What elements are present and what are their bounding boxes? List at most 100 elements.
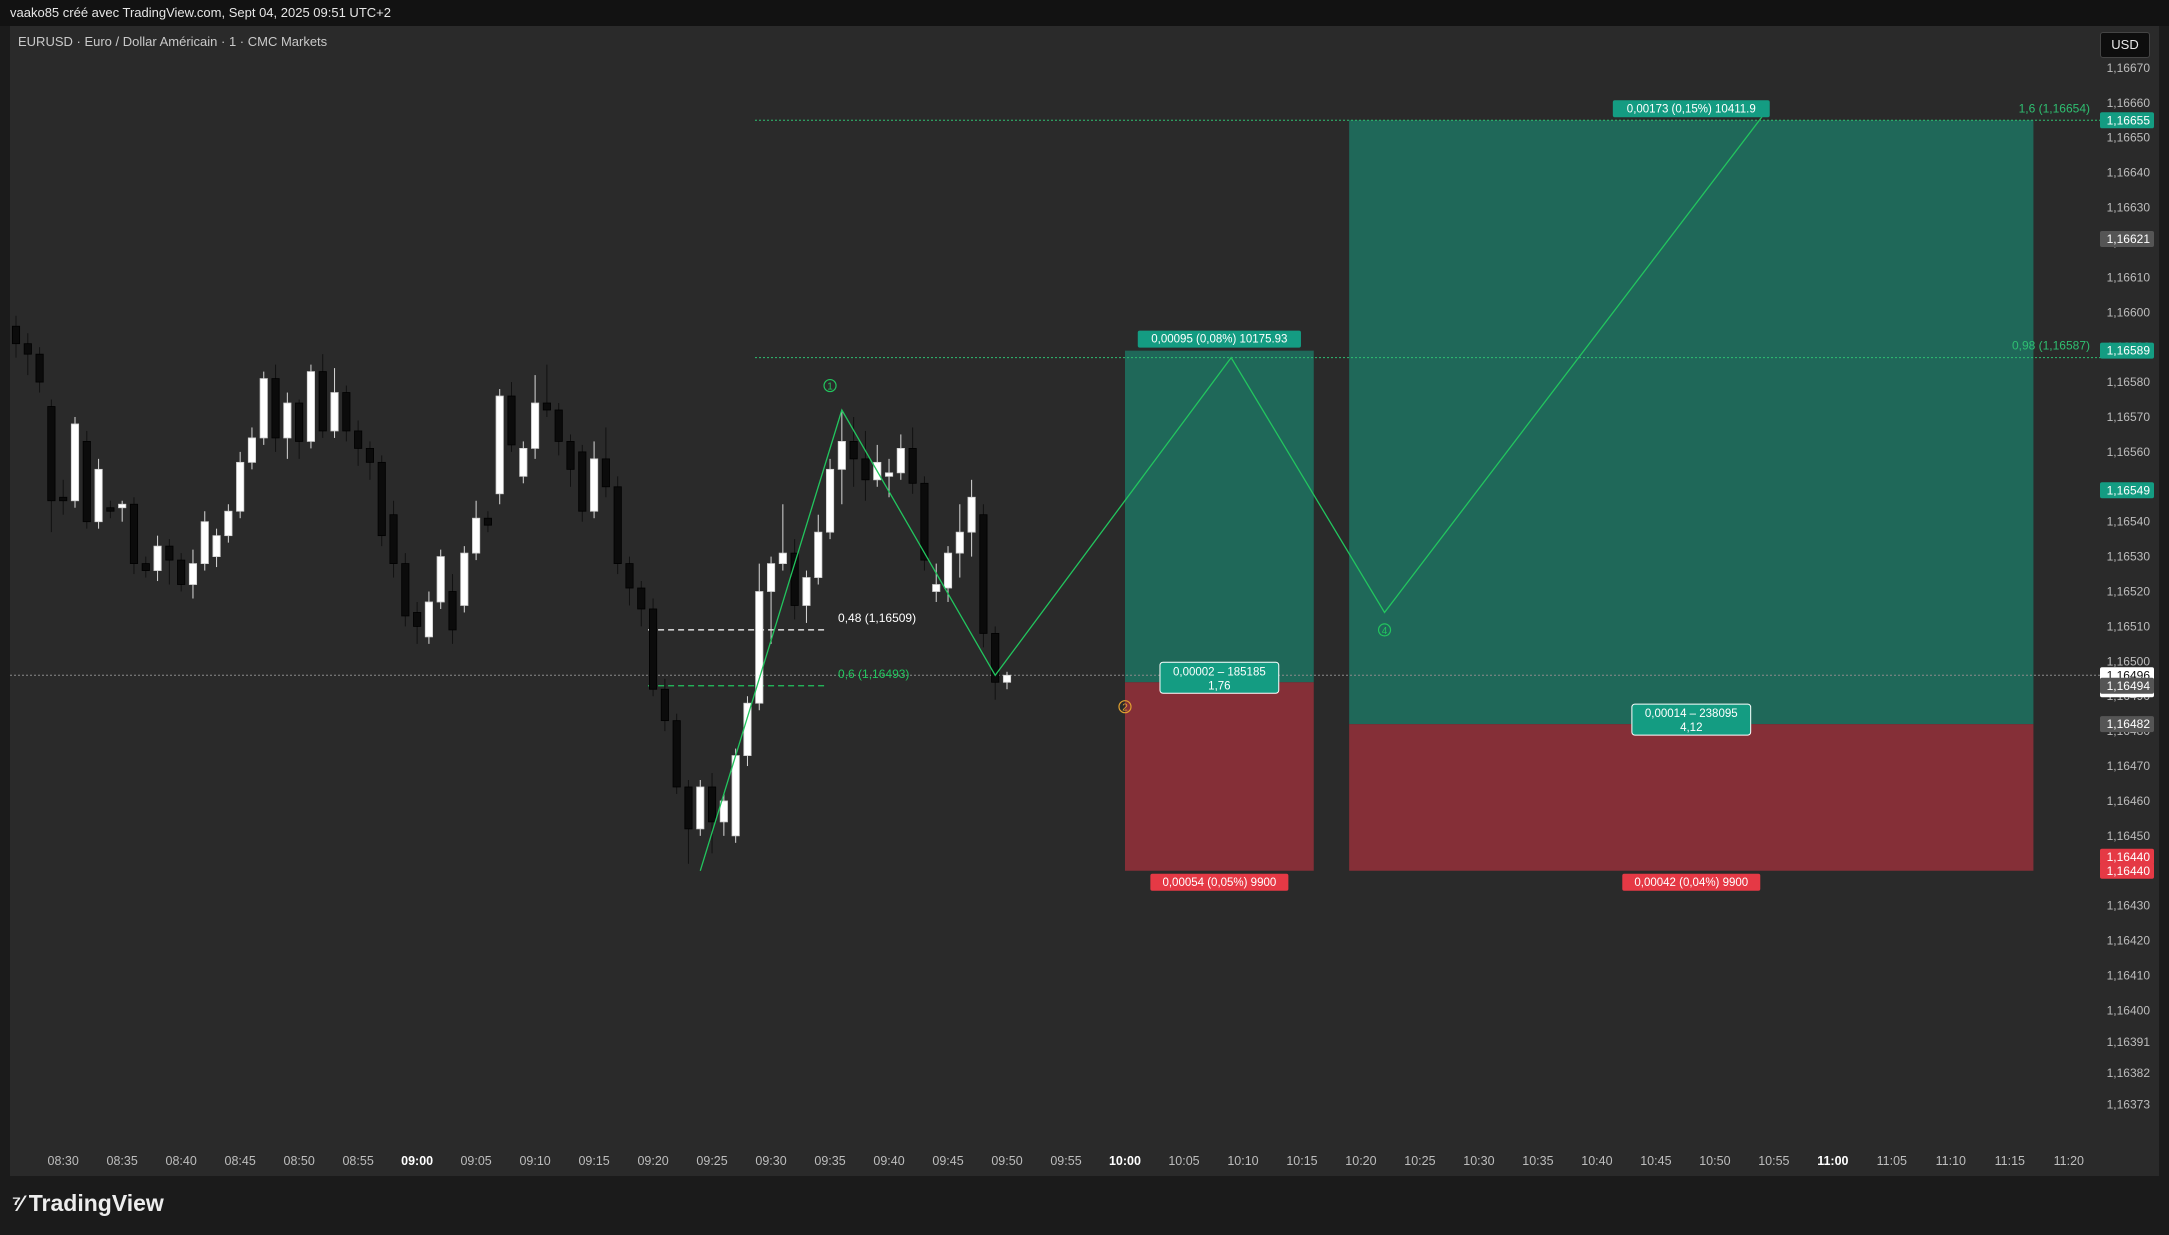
time-tick-label: 10:35 [1522,1154,1553,1168]
time-tick-label: 10:15 [1286,1154,1317,1168]
brand-logo[interactable]: ⁷⁄ TradingView [12,1190,164,1217]
candle [106,507,115,512]
price-tick-label: 1,16430 [2107,899,2151,913]
time-tick-label: 09:35 [814,1154,845,1168]
horizontal-lines: 1,6 (1,16654) 0,98 (1,16587) [10,101,2110,676]
candle [849,441,858,460]
candle [531,402,540,449]
time-tick-label: 10:00 [1109,1154,1141,1168]
candle [649,608,658,690]
price-tag-text-2: 1,16621 [2107,232,2151,246]
time-tick-label: 10:05 [1168,1154,1199,1168]
price-tick-label: 1,16600 [2107,305,2151,319]
candle [295,402,304,442]
candle [861,458,870,481]
candle [554,409,563,442]
candle [519,447,528,477]
hline-label-2: 1,6 (1,16654) [2019,101,2090,115]
candle [177,559,186,585]
loss-zone-2 [1349,724,2034,871]
footer-bar [0,1176,2169,1235]
time-tick-label: 09:50 [991,1154,1022,1168]
time-tick-label: 08:45 [225,1154,256,1168]
candle [118,503,127,509]
candle [436,556,445,603]
candle [200,521,209,564]
wave-marker-label-4: 4 [1382,626,1388,637]
candle [165,545,174,561]
time-tick-label: 09:15 [578,1154,609,1168]
price-tag-2 [2100,230,2154,247]
price-tag-1 [2100,112,2154,129]
center-label-2-line1: 0,00014 – 238095 [1645,708,1738,720]
currency-button[interactable]: USD [2100,32,2150,58]
candle [542,402,551,411]
time-tick-label: 08:55 [342,1154,373,1168]
candle [932,584,941,592]
candle [129,503,139,564]
time-tick-label: 08:30 [48,1154,79,1168]
candle [908,447,917,484]
candle [672,720,681,788]
time-axis: 08:30 08:35 08:40 08:45 08:50 08:55 09:00 09:05… [48,1154,2084,1168]
candle [401,563,410,617]
candle [224,510,233,537]
candle [943,552,953,589]
price-tick-label: 1,16510 [2107,619,2151,633]
wave-marker-label-1: 1 [827,382,833,393]
candle [271,378,280,439]
candle [825,468,835,533]
time-tick-label: 10:45 [1640,1154,1671,1168]
price-tick-label: 1,16391 [2107,1035,2151,1049]
candle [424,601,433,638]
candle [365,447,374,463]
price-tick-label: 1,16650 [2107,131,2151,145]
hline-label-3: 0,98 (1,16587) [2012,339,2090,353]
profit-zone-2 [1349,120,2034,725]
candle [884,472,894,477]
candle [342,392,351,432]
time-tick-label: 10:10 [1227,1154,1258,1168]
price-tick-label: 1,16382 [2107,1066,2151,1080]
candles [11,315,1012,864]
time-tick-label: 09:55 [1050,1154,1081,1168]
fib-label-2: 0,6 (1,16493) [838,667,909,681]
candle [790,552,799,606]
target-label-1-text: 0,00095 (0,08%) 10175.93 [1151,334,1287,346]
price-tick-label: 1,16660 [2107,96,2151,110]
price-tag-text-8: 1,16440 [2107,850,2151,864]
candle [601,458,610,488]
candle [413,612,422,627]
price-tick-label: 1,16410 [2107,968,2151,982]
target-label-2-bg [1612,100,1770,118]
candle [625,563,634,589]
wave-path: 1 2 4 [699,116,1763,871]
candle [991,632,1000,683]
time-tick-label: 09:10 [519,1154,550,1168]
stop-label-1-bg [1150,873,1289,891]
candle [354,430,363,449]
symbol-title[interactable]: EURUSD · Euro / Dollar Américain · 1 · C… [18,34,328,49]
time-tick-label: 10:40 [1581,1154,1612,1168]
time-tick-label: 09:20 [637,1154,668,1168]
time-tick-label: 11:00 [1817,1154,1848,1168]
candle [483,517,492,526]
candle [389,514,398,564]
center-label-1-bg [1159,661,1280,694]
candle [47,406,56,502]
price-tag-3 [2100,342,2154,359]
candle [377,461,386,537]
time-tick-label: 10:30 [1463,1154,1494,1168]
candle [306,371,316,442]
time-tick-label: 08:35 [107,1154,138,1168]
wave-marker-2 [1118,700,1132,714]
wave-marker-1 [823,378,837,393]
price-tag-text-4: 1,16549 [2107,483,2151,497]
target-label-2-text: 0,00173 (0,15%) 10411.9 [1627,103,1756,115]
candle [613,486,622,564]
time-tick-label: 09:05 [460,1154,491,1168]
candle [82,441,91,523]
price-tag-9 [2100,862,2154,879]
time-tick-label: 09:40 [873,1154,904,1168]
